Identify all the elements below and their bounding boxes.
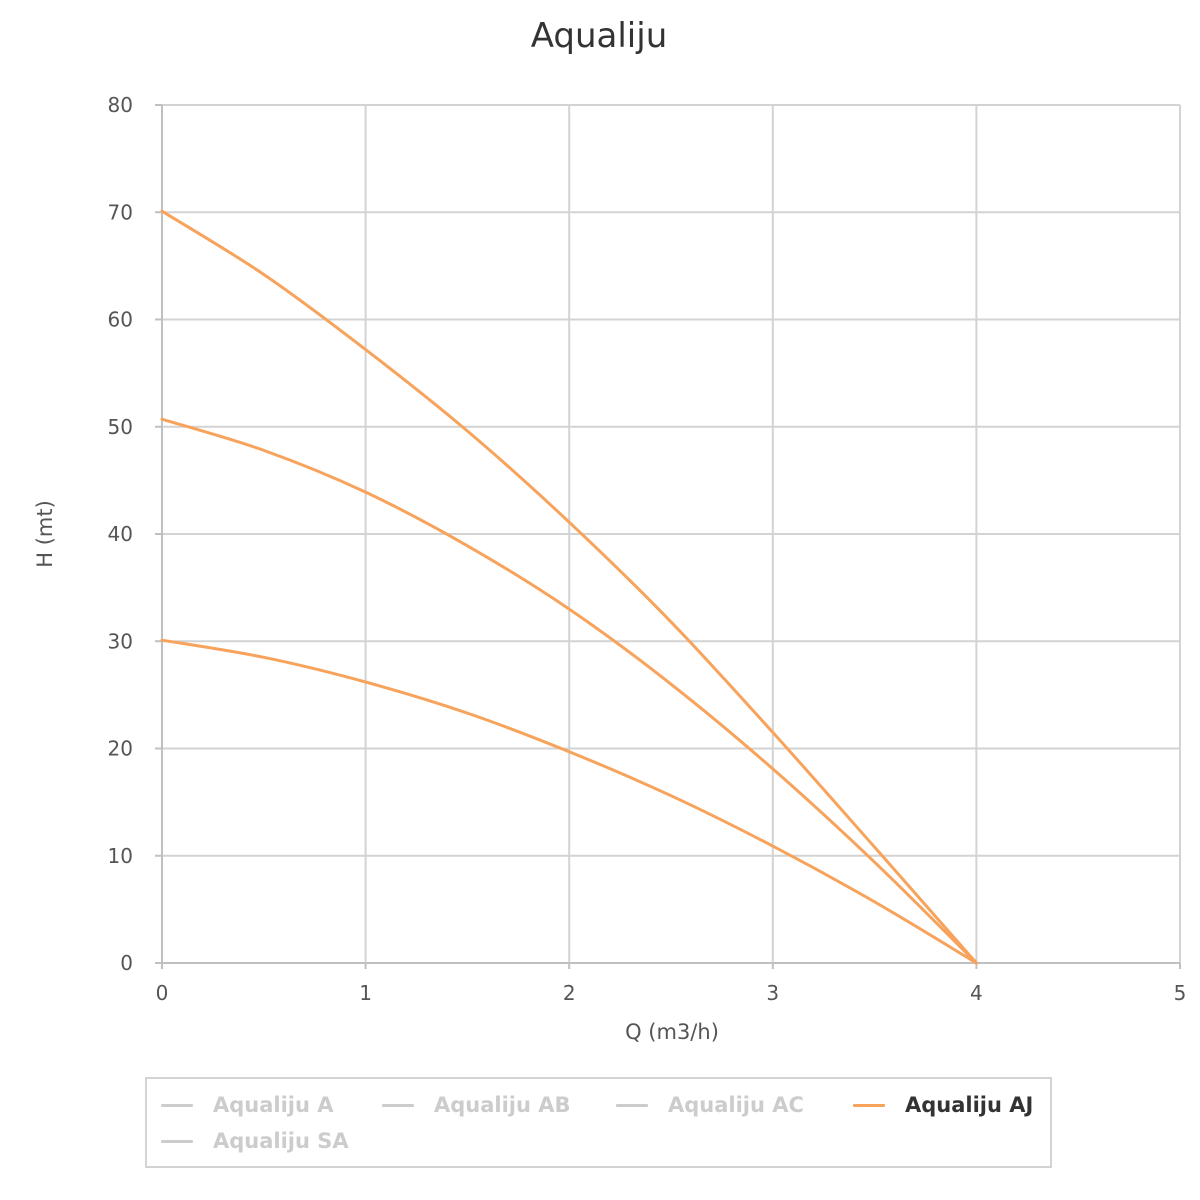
legend-item-label: Aqualiju AJ bbox=[905, 1093, 1034, 1117]
legend-item-label: Aqualiju AC bbox=[668, 1093, 804, 1117]
legend-item-label: Aqualiju A bbox=[213, 1093, 334, 1117]
series-line-3 bbox=[160, 638, 978, 965]
legend-line-swatch bbox=[616, 1103, 648, 1107]
legend-item-aqualiju-a[interactable]: Aqualiju A bbox=[161, 1090, 334, 1120]
axes bbox=[155, 104, 1181, 969]
legend-item-label: Aqualiju SA bbox=[213, 1129, 349, 1153]
legend-item-label: Aqualiju AB bbox=[434, 1093, 571, 1117]
grid bbox=[162, 104, 1181, 963]
series-line-2 bbox=[160, 417, 978, 965]
y-tick-label: 0 bbox=[120, 951, 133, 975]
legend-line-swatch bbox=[853, 1103, 885, 1107]
x-axis-title: Q (m3/h) bbox=[625, 1020, 719, 1044]
y-tick-label: 60 bbox=[108, 308, 133, 332]
y-tick-label: 80 bbox=[108, 93, 133, 117]
series-lines bbox=[160, 209, 978, 965]
legend-item-aqualiju-aj[interactable]: Aqualiju AJ bbox=[853, 1090, 1033, 1120]
y-tick-label: 30 bbox=[108, 629, 133, 653]
legend: Aqualiju A Aqualiju AB Aqualiju AC Aqual… bbox=[145, 1077, 1052, 1168]
legend-item-aqualiju-ac[interactable]: Aqualiju AC bbox=[616, 1090, 804, 1120]
y-tick-label: 20 bbox=[108, 737, 133, 761]
y-tick-label: 10 bbox=[108, 844, 133, 868]
y-tick-label: 70 bbox=[108, 200, 133, 224]
legend-line-swatch bbox=[161, 1103, 193, 1107]
y-axis-title: H (mt) bbox=[33, 500, 57, 568]
tick-labels: 0 10 20 30 40 50 60 70 80 0 1 2 3 4 5 bbox=[108, 93, 1187, 1005]
legend-item-aqualiju-ab[interactable]: Aqualiju AB bbox=[382, 1090, 571, 1120]
x-tick-label: 2 bbox=[563, 981, 576, 1005]
x-tick-label: 0 bbox=[156, 981, 169, 1005]
legend-line-swatch bbox=[161, 1139, 193, 1143]
x-tick-label: 5 bbox=[1174, 981, 1187, 1005]
chart: Aqualiju 0 10 20 30 40 50 60 70 80 0 1 2 3 4 5 Q (m3/h… bbox=[33, 16, 1187, 1044]
chart-title: Aqualiju bbox=[531, 16, 668, 56]
x-tick-label: 3 bbox=[766, 981, 779, 1005]
legend-item-aqualiju-sa[interactable]: Aqualiju SA bbox=[161, 1126, 349, 1156]
x-tick-label: 4 bbox=[970, 981, 983, 1005]
x-tick-label: 1 bbox=[359, 981, 372, 1005]
y-tick-label: 50 bbox=[108, 415, 133, 439]
y-tick-label: 40 bbox=[108, 522, 133, 546]
series-line-1 bbox=[160, 209, 978, 965]
legend-line-swatch bbox=[382, 1103, 414, 1107]
